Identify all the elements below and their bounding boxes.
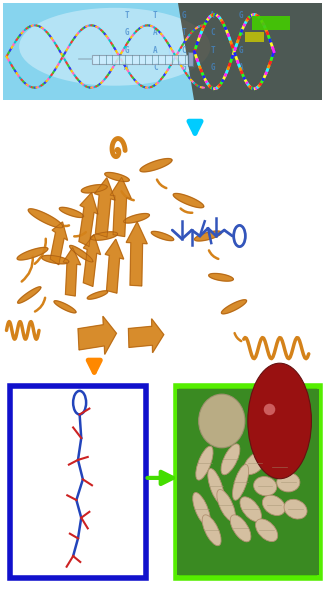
Polygon shape — [178, 3, 322, 100]
Text: T: T — [182, 28, 186, 37]
Bar — [176, 386, 320, 578]
Text: T: T — [153, 11, 158, 19]
Text: A: A — [153, 28, 158, 37]
Text: G: G — [239, 45, 243, 55]
Ellipse shape — [196, 446, 213, 480]
Bar — [0, 124, 325, 378]
Text: A: A — [124, 63, 129, 72]
Polygon shape — [140, 159, 172, 172]
Polygon shape — [105, 172, 129, 182]
Ellipse shape — [233, 464, 249, 500]
Bar — [92, 55, 188, 64]
Bar — [252, 15, 290, 30]
Ellipse shape — [277, 473, 300, 492]
Text: T: T — [124, 11, 129, 19]
Ellipse shape — [217, 490, 235, 521]
Ellipse shape — [268, 457, 291, 477]
Polygon shape — [105, 239, 124, 293]
Text: G: G — [210, 63, 215, 72]
Text: G: G — [239, 11, 243, 19]
Polygon shape — [87, 291, 108, 299]
Ellipse shape — [221, 444, 240, 475]
Ellipse shape — [284, 499, 307, 519]
Bar — [10, 386, 146, 578]
Ellipse shape — [262, 495, 285, 516]
Bar — [3, 3, 322, 100]
Ellipse shape — [193, 493, 210, 526]
Bar — [177, 389, 318, 575]
Ellipse shape — [254, 477, 277, 496]
Polygon shape — [124, 214, 150, 223]
Polygon shape — [81, 185, 107, 193]
Ellipse shape — [264, 404, 275, 415]
Bar — [245, 32, 265, 42]
Text: T: T — [210, 45, 215, 55]
Ellipse shape — [244, 452, 266, 474]
Text: G: G — [124, 45, 129, 55]
Ellipse shape — [240, 497, 261, 522]
Ellipse shape — [230, 515, 251, 542]
Polygon shape — [95, 178, 115, 237]
Ellipse shape — [202, 515, 221, 546]
Ellipse shape — [255, 519, 278, 542]
Text: A: A — [210, 11, 215, 19]
Polygon shape — [63, 248, 81, 296]
Polygon shape — [221, 300, 247, 314]
Text: G: G — [182, 63, 186, 72]
Polygon shape — [17, 247, 48, 260]
Text: C: C — [210, 28, 215, 37]
Polygon shape — [83, 235, 100, 286]
Text: A: A — [239, 28, 243, 37]
Polygon shape — [79, 193, 98, 247]
Ellipse shape — [199, 394, 245, 448]
Polygon shape — [151, 231, 174, 241]
Polygon shape — [110, 178, 131, 237]
Text: C: C — [182, 45, 186, 55]
Text: C: C — [153, 63, 158, 72]
Polygon shape — [90, 232, 118, 240]
Text: A: A — [239, 63, 243, 72]
Polygon shape — [128, 319, 164, 353]
Polygon shape — [173, 194, 204, 208]
Polygon shape — [70, 245, 93, 262]
Bar — [188, 53, 193, 67]
Polygon shape — [78, 316, 116, 355]
Text: G: G — [124, 28, 129, 37]
Polygon shape — [18, 287, 41, 303]
Polygon shape — [126, 222, 147, 286]
Polygon shape — [54, 301, 76, 313]
Polygon shape — [42, 255, 69, 264]
Ellipse shape — [208, 468, 224, 504]
Polygon shape — [59, 207, 84, 218]
Text: A: A — [153, 45, 158, 55]
Polygon shape — [28, 209, 63, 228]
Polygon shape — [194, 231, 222, 241]
Polygon shape — [50, 222, 68, 265]
Text: G: G — [182, 11, 186, 19]
Circle shape — [248, 363, 311, 478]
Ellipse shape — [19, 8, 210, 86]
Polygon shape — [209, 274, 233, 281]
